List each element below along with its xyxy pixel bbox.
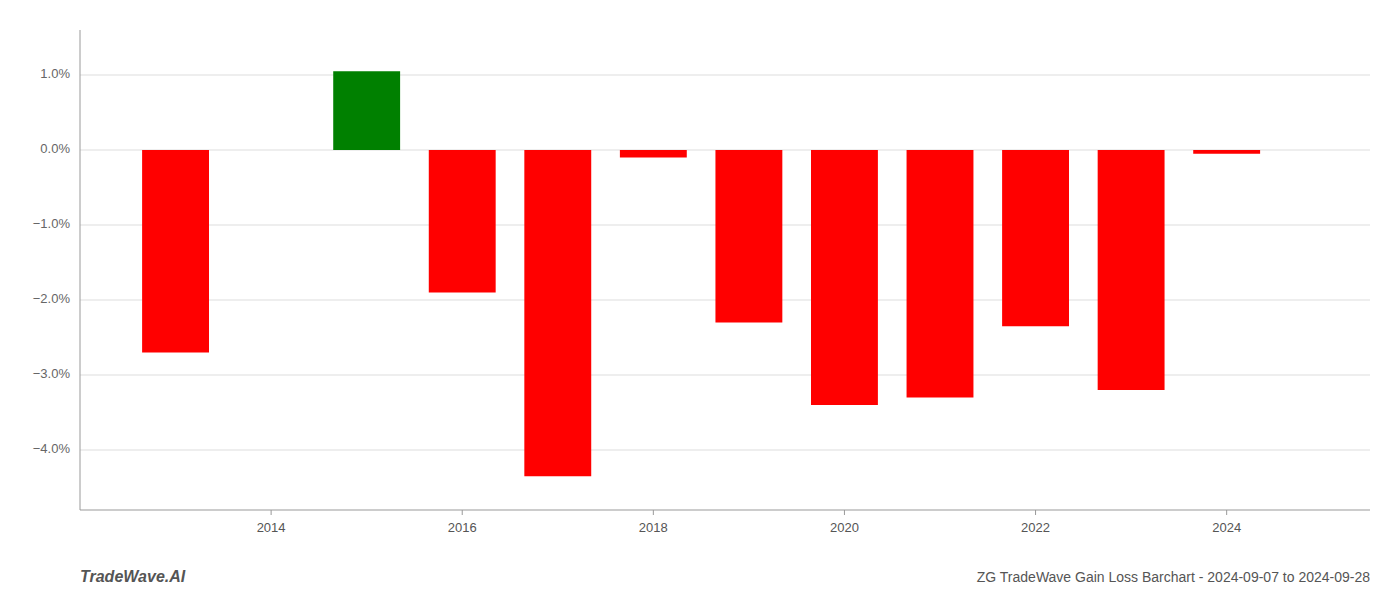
x-tick (1035, 510, 1036, 515)
bar (429, 150, 496, 293)
x-tick (653, 510, 654, 515)
bar (1098, 150, 1165, 390)
grid-line (80, 375, 1370, 376)
y-tick-label: −2.0% (33, 291, 71, 306)
x-tick-label: 2022 (1021, 520, 1050, 535)
bar (811, 150, 878, 405)
x-tick-label: 2024 (1212, 520, 1241, 535)
y-axis-line (80, 30, 81, 510)
x-axis-line (80, 510, 1370, 511)
x-tick-label: 2016 (448, 520, 477, 535)
bar (907, 150, 974, 398)
x-tick (1226, 510, 1227, 515)
watermark: TradeWave.AI (80, 568, 186, 585)
y-tick-label: −3.0% (33, 366, 71, 381)
grid (80, 75, 1370, 450)
grid-line (80, 450, 1370, 451)
bar (1002, 150, 1069, 326)
bar (333, 71, 400, 150)
x-tick-label: 2014 (257, 520, 286, 535)
x-tick-label: 2020 (830, 520, 859, 535)
y-tick-label: 0.0% (40, 141, 70, 156)
x-tick (271, 510, 272, 515)
y-tick-label: −4.0% (33, 441, 71, 456)
bars (142, 71, 1260, 476)
grid-line (80, 75, 1370, 76)
bar (620, 150, 687, 158)
x-tick (462, 510, 463, 515)
chart: 1.0% 0.0% −1.0% −2.0% −3.0% −4.0% 2014 2016 2018… (0, 0, 1400, 600)
bar (1193, 150, 1260, 154)
background (0, 0, 1400, 600)
y-axis: 1.0% 0.0% −1.0% −2.0% −3.0% −4.0% (33, 30, 80, 510)
bar (142, 150, 209, 353)
x-tick (844, 510, 845, 515)
bar (715, 150, 782, 323)
bar (524, 150, 591, 476)
y-tick-label: 1.0% (40, 66, 70, 81)
y-tick-label: −1.0% (33, 216, 71, 231)
x-axis: 2014 2016 2018 2020 2022 2024 (80, 510, 1370, 535)
x-tick-label: 2018 (639, 520, 668, 535)
title: ZG TradeWave Gain Loss Barchart - 2024-0… (977, 569, 1370, 585)
